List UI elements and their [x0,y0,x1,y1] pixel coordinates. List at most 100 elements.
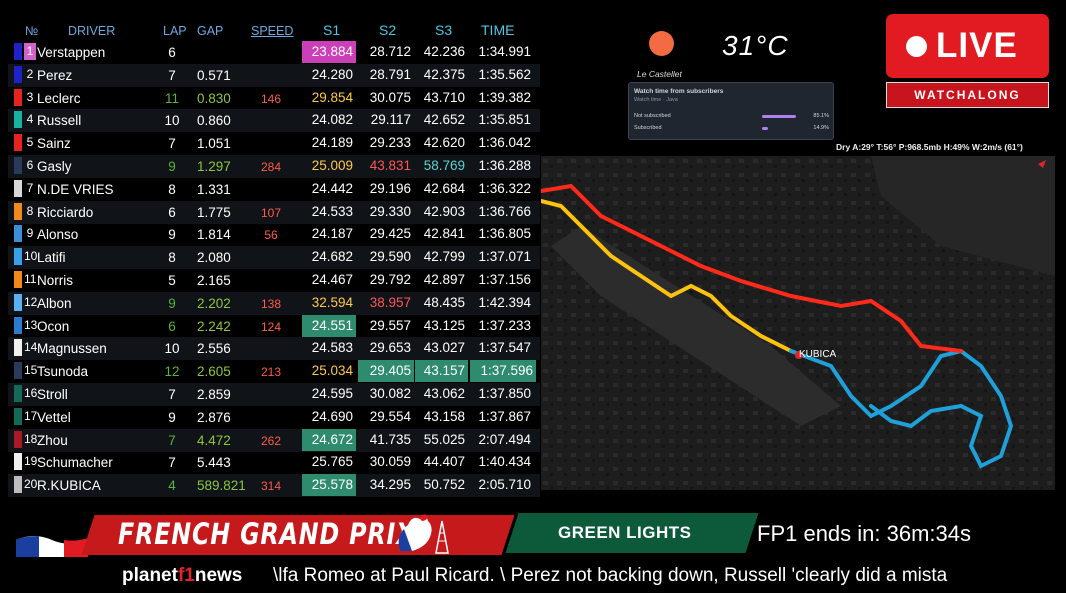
team-color-bar [14,111,22,129]
sector-1-time: 25.578 [302,474,356,497]
lap-time: 1:35.562 [478,66,531,82]
sector-2-line [541,199,793,353]
gap-value: 0.830 [197,90,231,106]
speed-value: 107 [260,205,282,220]
sector-1-line [541,183,923,348]
lap-count: 9 [168,409,176,425]
gap-value: 4.472 [197,432,231,448]
position: 5 [26,135,34,150]
team-color-bar [14,407,22,425]
sub-row-value: 14.9% [813,125,829,131]
header-lap: LAP [163,24,187,38]
sector-3-time: 42.375 [423,66,465,82]
sector-2-time: 34.295 [369,477,411,493]
speed-value: 56 [264,228,278,243]
lap-count: 4 [168,478,176,494]
position: 11 [24,272,37,286]
driver-name: Sainz [37,136,71,152]
gap-value: 1.775 [197,204,231,220]
team-color-bar [14,65,22,83]
sector-3-time: 42.620 [423,135,465,151]
timing-row: 1 Verstappen 6 23.884 28.712 42.236 1:34.991 [8,41,540,64]
sector-1-time: 23.884 [302,41,356,63]
lap-time: 1:37.596 [470,360,536,383]
event-name: FRENCH GRAND PRIX [118,517,416,551]
circuit-name: Le Castellet [637,69,682,79]
sector-1-time: 25.009 [311,158,353,173]
sector-1-time: 32.594 [311,294,353,310]
lap-time: 1:42.394 [478,294,531,310]
team-color-bar [14,43,22,60]
team-color-bar [14,248,22,266]
sub-panel-title: Watch time from subscribers [634,88,724,95]
lap-count: 12 [164,364,180,380]
live-label: LIVE [936,26,1018,65]
driver-name: Gasly [37,159,72,174]
speed-value: 213 [260,365,282,380]
gap-value: 2.556 [197,341,231,357]
position: 7 [26,180,34,195]
position: 3 [26,89,34,104]
weather-details: Dry A:29° T:56° P:968.5mb H:49% W:2m/s (… [836,142,1023,152]
timing-row: 4 Russell 10 0.860 24.082 29.117 42.652 1:35.85… [8,109,540,133]
gap-value: 1.331 [197,181,231,197]
lap-time: 1:37.071 [478,249,531,265]
position: 17 [24,408,38,423]
sector-2-time: 29.117 [370,112,411,128]
driver-name: Perez [37,67,73,83]
lap-time: 1:34.991 [478,44,531,59]
news-ticker-text: \lfa Romeo at Paul Ricard. \ Perez not b… [273,565,948,586]
header-s1: S1 [323,22,341,38]
sector-2-time: 29.554 [369,408,411,424]
sector-3-time: 42.903 [423,203,465,219]
lap-count: 11 [164,90,179,106]
team-color-bar [14,293,22,311]
sector-1-end-line [919,344,963,353]
lap-time: 1:36.805 [478,226,531,242]
timing-row: 18 Zhou 7 4.472 262 24.672 41.735 55.025 2:07.49… [8,428,540,452]
sub-row-label: Not subscribed [634,113,671,119]
driver-name: Leclerc [37,90,81,106]
sub-row-bar [762,127,768,130]
position: 9 [26,226,34,241]
terrain-area [871,156,1055,276]
header-number: № [25,24,39,38]
header-time: TIME [481,22,515,38]
sector-3-time: 43.710 [423,89,465,105]
sector-2-time: 30.082 [369,386,411,401]
timing-row: 2 Perez 7 0.571 24.280 28.791 42.375 1:35.562 [8,63,540,87]
sun-icon [649,31,674,56]
gap-value: 589.821 [197,478,246,494]
lap-time: 1:36.322 [478,180,531,196]
sector-2-time: 30.075 [369,89,411,105]
lap-count: 6 [168,318,176,334]
timing-row: 12 Albon 9 2.202 138 32.594 38.957 48.435 1:42.3… [8,291,540,315]
position: 19 [24,454,38,469]
timing-row: 8 Ricciardo 6 1.775 107 24.533 29.330 42.903 1:3… [8,200,540,224]
lap-time: 1:36.042 [478,135,531,151]
team-color-bar [14,88,22,106]
news-strip [0,557,1066,593]
sector-1-time: 24.467 [311,272,353,287]
speed-value: 124 [260,319,282,334]
lap-count: 7 [168,455,176,471]
temperature: 31°C [722,30,789,61]
sector-2-time: 29.557 [369,317,411,333]
driver-name: Magnussen [37,341,107,357]
timing-row: 3 Leclerc 11 0.830 146 29.854 30.075 43.710 1:39… [8,87,540,110]
lap-count: 5 [168,273,176,288]
sector-3-time: 48.435 [423,294,465,310]
subscriber-stats-panel: Watch time from subscribers Watch time ·… [628,82,834,140]
header-speed[interactable]: SPEED [251,24,294,38]
driver-name: Stroll [37,387,68,402]
sector-1-time: 24.672 [302,428,356,451]
sector-1-time: 24.187 [311,226,353,242]
logo-part: planet [122,565,178,586]
north-arrow-icon [1038,160,1046,168]
sector-2-time: 29.233 [369,135,411,151]
driver-name: Alonso [37,227,79,243]
team-color-bar [14,430,22,448]
timing-row: 10 Latifi 8 2.080 24.682 29.590 42.799 1:37.071 [8,246,540,270]
header-s3: S3 [435,22,453,38]
driver-name: Ocon [37,318,70,334]
